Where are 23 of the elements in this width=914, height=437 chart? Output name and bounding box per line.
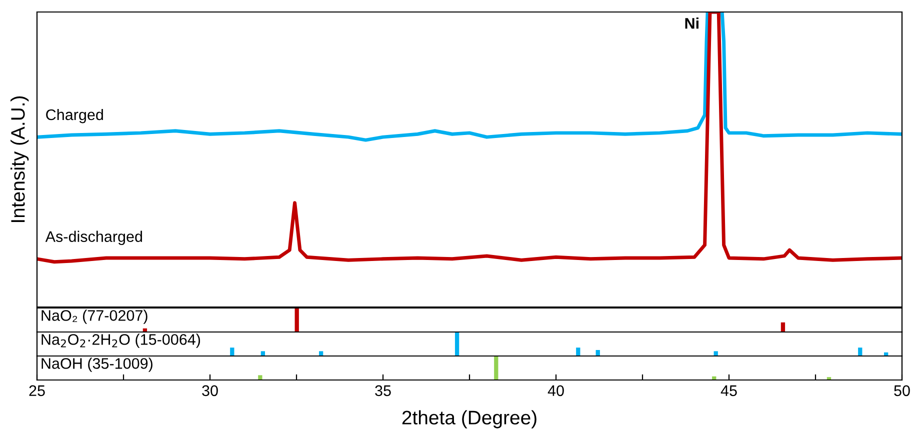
bar bbox=[576, 348, 580, 356]
bar bbox=[494, 356, 498, 380]
x-tick-label: 30 bbox=[202, 385, 218, 396]
series-label: Charged bbox=[46, 108, 103, 124]
bar bbox=[260, 351, 266, 356]
bar bbox=[858, 348, 862, 356]
chart-title: NaO₂ (77-0207) bbox=[42, 310, 148, 324]
bar bbox=[258, 375, 262, 380]
annotation: Ni bbox=[685, 18, 698, 29]
bar bbox=[714, 351, 718, 356]
bar bbox=[454, 332, 460, 356]
bar bbox=[318, 351, 324, 356]
y-axis-title: Intensity (A.U.) bbox=[10, 96, 29, 222]
x-tick-label: 25 bbox=[29, 385, 45, 396]
series-label: As-discharged bbox=[45, 230, 142, 246]
bar bbox=[230, 348, 234, 356]
x-tick-label: 45 bbox=[720, 385, 737, 396]
x-tick-label: 40 bbox=[548, 385, 564, 396]
chart-title: NaOH (35-1009) bbox=[42, 358, 152, 372]
chart-title: Na$_{2}$O$_{2}$·2H$_{2}$O (15-0064) bbox=[42, 334, 200, 348]
x-axis-title: 2theta (Degree) bbox=[402, 410, 536, 428]
x-tick-label: 50 bbox=[894, 385, 910, 396]
x-tick-label: 35 bbox=[375, 385, 391, 396]
